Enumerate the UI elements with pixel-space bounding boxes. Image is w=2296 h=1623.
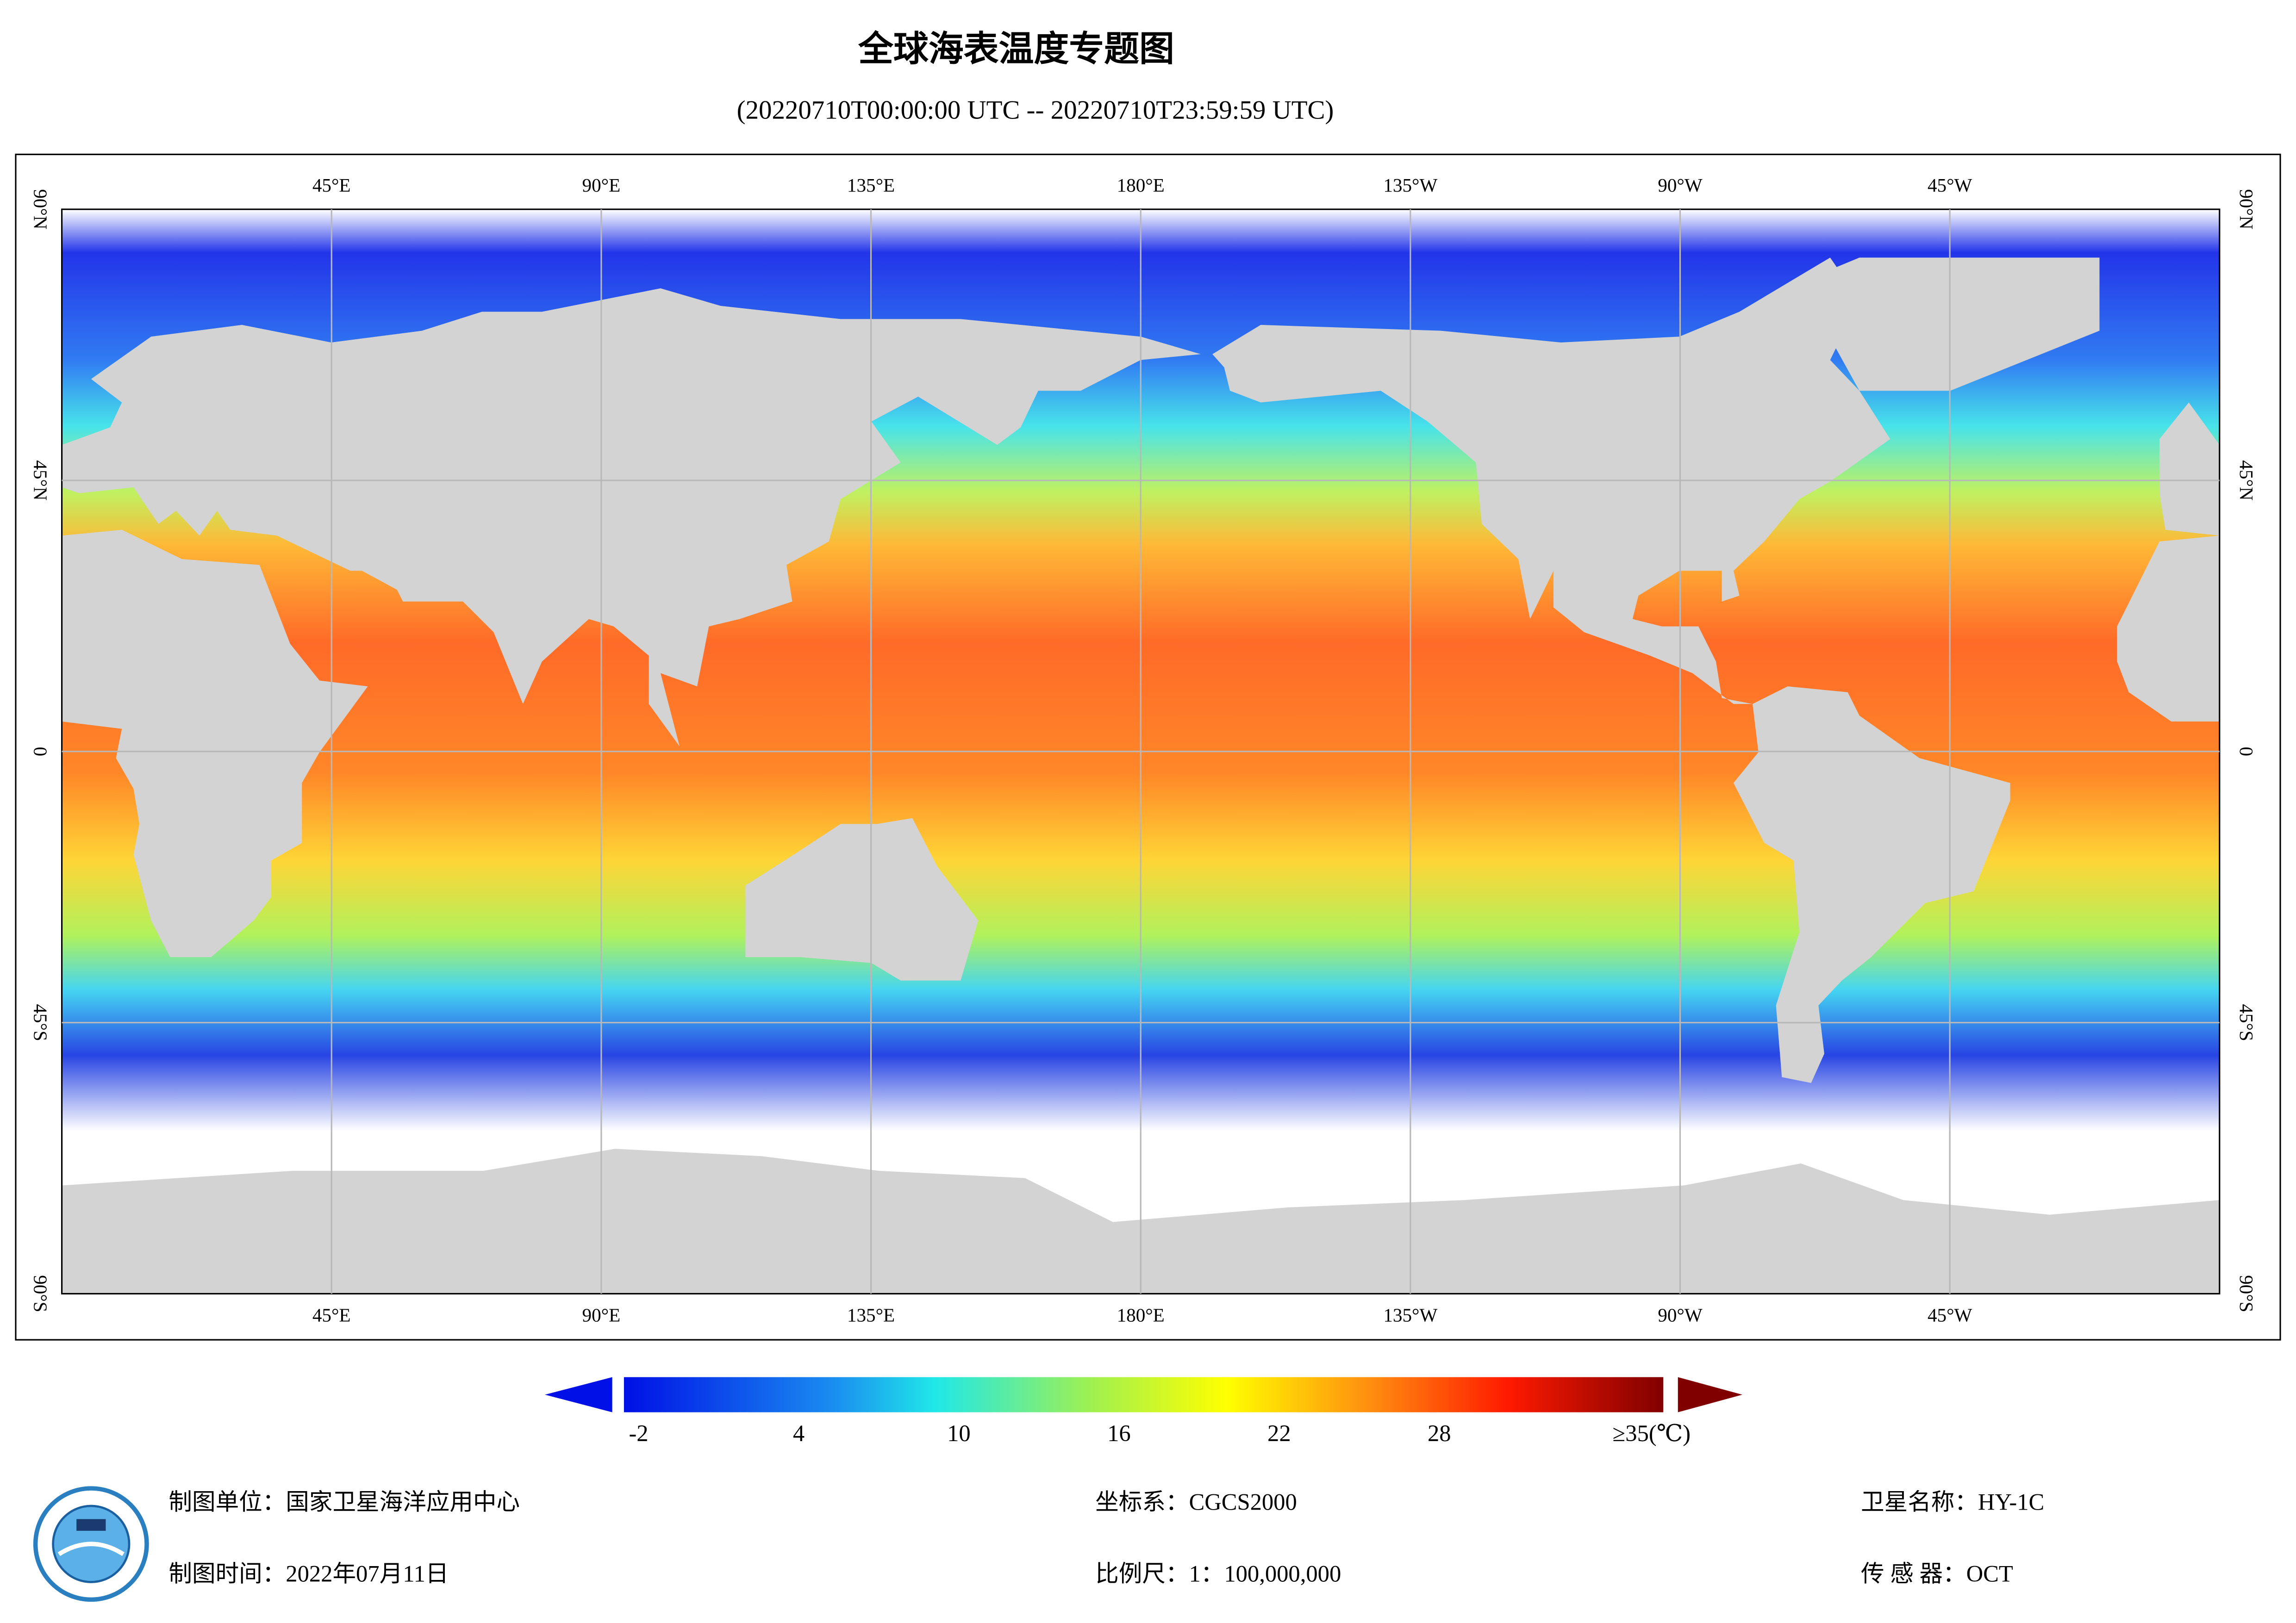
colorbar-min-arrow [545,1377,612,1412]
lat-label-left: 45°N [30,460,51,500]
footer-scale: 比例尺：1：100,000,000 [1095,1561,1341,1586]
lon-label-bottom: 45°W [1928,1305,1972,1326]
colorbar-max-arrow [1678,1377,1742,1412]
lat-label-right: 0 [2236,747,2257,757]
lat-label-left: 45°S [30,1004,51,1041]
lon-label-top: 90°E [582,174,621,196]
graticule-labels: 45°E 45°E 90°E 90°E 135°E 135°E 180°E 180°E 135°… [30,174,2258,1325]
lon-label-top: 135°W [1383,174,1437,196]
lat-label-right: 90°N [2236,189,2257,230]
lon-label-bottom: 135°W [1383,1305,1437,1326]
colorbar-tick-label: 10 [947,1420,971,1446]
lat-label-right: 90°S [2236,1275,2257,1312]
footer-sensor: 传 感 器：OCT [1861,1561,2013,1586]
subtitle: (20220710T00:00:00 UTC -- 20220710T23:59… [737,96,1334,125]
colorbar-ticks: -2 4 10 16 22 28 [629,1420,1451,1446]
colorbar-scale [624,1377,1664,1412]
footer-satellite: 卫星名称：HY-1C [1861,1489,2044,1515]
lon-label-bottom: 135°E [847,1305,895,1326]
lon-label-bottom: 45°E [312,1305,351,1326]
lat-label-right: 45°S [2236,1004,2257,1041]
lon-label-top: 135°E [847,174,895,196]
lat-label-right: 45°N [2236,460,2257,500]
colorbar-tick-label: -2 [629,1420,648,1446]
footer-crs: 坐标系：CGCS2000 [1095,1489,1297,1515]
lon-label-top: 45°W [1928,174,1972,196]
colorbar-tick-label: 16 [1107,1420,1131,1446]
colorbar-tick-label: 28 [1428,1420,1451,1446]
logo [33,1486,149,1602]
lon-label-top: 45°E [312,174,351,196]
frame [15,154,2281,1341]
colorbar-tick-label: 4 [793,1420,805,1446]
lon-label-bottom: 90°E [582,1305,621,1326]
colorbar-max-label: ≥35(℃) [1613,1420,1691,1446]
title: 全球海表温度专题图 [858,29,1174,69]
colorbar: ≥35(℃) [545,1377,1742,1446]
lon-label-bottom: 180°E [1117,1305,1165,1326]
footer-unit: 制图单位：国家卫星海洋应用中心 [168,1489,520,1515]
footer-time: 制图时间：2022年07月11日 [168,1561,449,1586]
lon-label-top: 180°E [1117,174,1165,196]
graticule [62,209,2220,1294]
lat-label-left: 90°S [30,1275,51,1312]
colorbar-tick-label: 22 [1267,1420,1291,1446]
lat-label-left: 90°N [30,189,51,230]
lat-label-left: 0 [30,747,51,757]
lon-label-bottom: 90°W [1658,1305,1703,1326]
lon-label-top: 90°W [1658,174,1703,196]
